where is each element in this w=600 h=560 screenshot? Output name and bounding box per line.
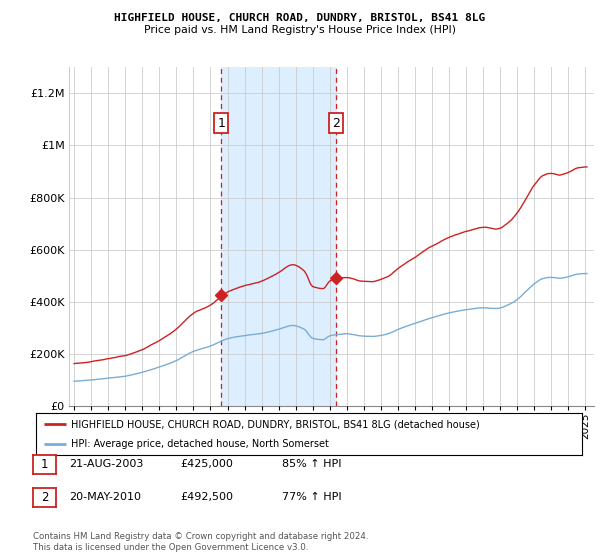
Text: 85% ↑ HPI: 85% ↑ HPI	[282, 459, 341, 469]
Text: 21-AUG-2003: 21-AUG-2003	[69, 459, 143, 469]
Text: 1: 1	[41, 458, 48, 471]
Text: HIGHFIELD HOUSE, CHURCH ROAD, DUNDRY, BRISTOL, BS41 8LG: HIGHFIELD HOUSE, CHURCH ROAD, DUNDRY, BR…	[115, 13, 485, 24]
Text: This data is licensed under the Open Government Licence v3.0.: This data is licensed under the Open Gov…	[33, 543, 308, 552]
Text: HPI: Average price, detached house, North Somerset: HPI: Average price, detached house, Nort…	[71, 439, 329, 449]
Text: £492,500: £492,500	[180, 492, 233, 502]
Text: 1: 1	[217, 116, 226, 129]
Bar	[221, 67, 336, 406]
Text: £425,000: £425,000	[180, 459, 233, 469]
Text: 2: 2	[332, 116, 340, 129]
Text: 2: 2	[41, 491, 48, 504]
Text: Contains HM Land Registry data © Crown copyright and database right 2024.: Contains HM Land Registry data © Crown c…	[33, 532, 368, 541]
Text: HIGHFIELD HOUSE, CHURCH ROAD, DUNDRY, BRISTOL, BS41 8LG (detached house): HIGHFIELD HOUSE, CHURCH ROAD, DUNDRY, BR…	[71, 419, 480, 429]
Text: 20-MAY-2010: 20-MAY-2010	[69, 492, 141, 502]
Text: Price paid vs. HM Land Registry's House Price Index (HPI): Price paid vs. HM Land Registry's House …	[144, 25, 456, 35]
Text: 77% ↑ HPI: 77% ↑ HPI	[282, 492, 341, 502]
